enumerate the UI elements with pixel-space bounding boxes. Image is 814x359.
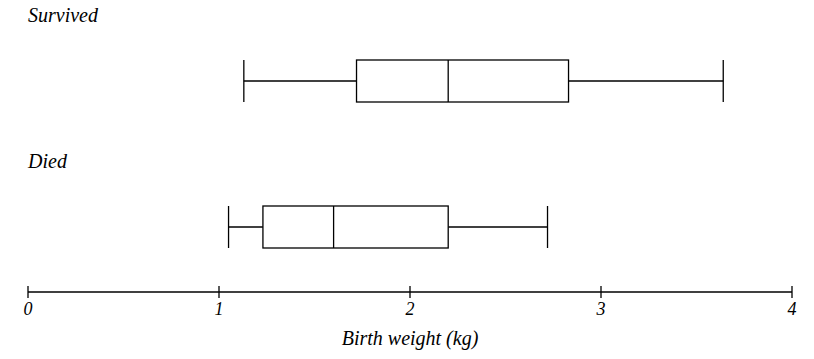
x-tick (218, 286, 219, 298)
upper-whisker (569, 80, 724, 81)
boxes (229, 60, 724, 248)
min-cap (228, 206, 229, 248)
max-cap (547, 206, 548, 248)
x-tick (27, 286, 28, 298)
box (357, 60, 569, 102)
lower-whisker (229, 226, 263, 227)
max-cap (723, 60, 724, 102)
x-tick-label: 1 (215, 299, 224, 319)
x-tick-label: 0 (24, 299, 33, 319)
series-label: Died (27, 150, 68, 172)
median-line (333, 206, 334, 248)
chart-container: 0 1 2 3 4 Birth weight (kg) Survived Died (0, 0, 814, 359)
upper-whisker (448, 226, 547, 227)
x-axis-label: Birth weight (kg) (342, 327, 479, 350)
series-label: Survived (28, 4, 99, 26)
lower-whisker (244, 80, 357, 81)
x-tick (600, 286, 601, 298)
x-tick-label: 2 (406, 299, 415, 319)
x-tick-label: 3 (596, 299, 606, 319)
chart-svg: 0 1 2 3 4 Birth weight (kg) Survived Died (0, 0, 814, 359)
x-tick-label: 4 (788, 299, 797, 319)
box (263, 206, 448, 248)
min-cap (243, 60, 244, 102)
median-line (448, 60, 449, 102)
x-tick (791, 286, 792, 298)
x-tick (409, 286, 410, 298)
